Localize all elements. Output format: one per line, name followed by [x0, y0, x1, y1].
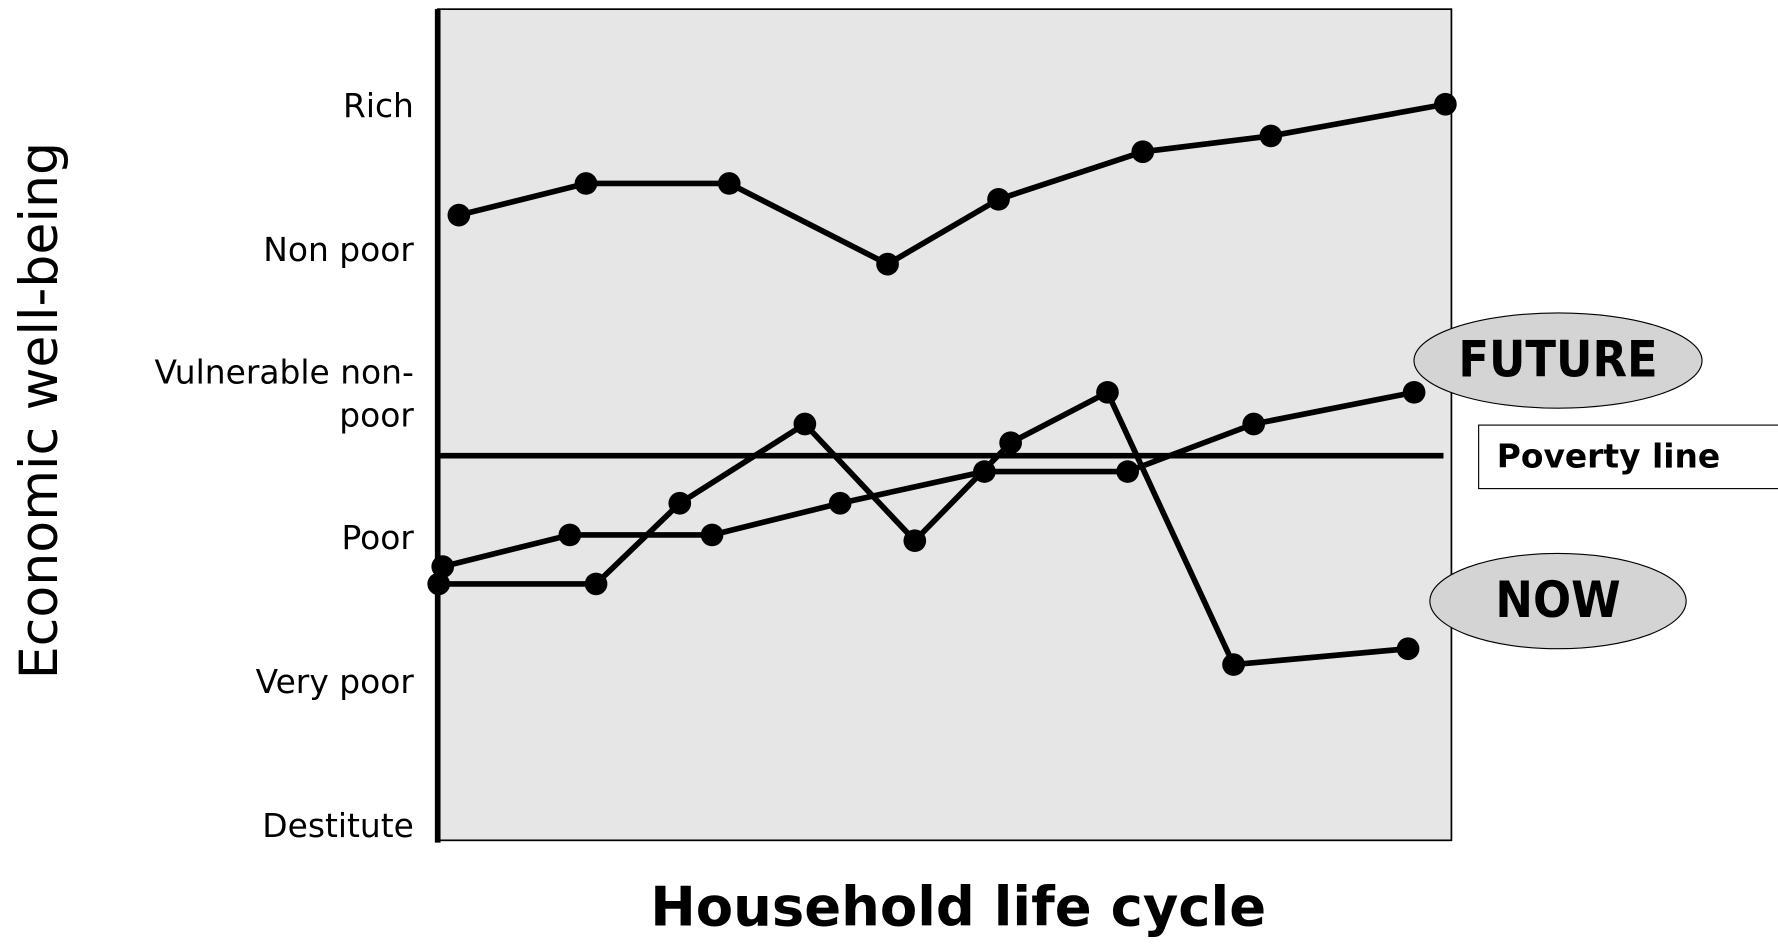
data-point: [558, 524, 581, 547]
y-tick-label: Vulnerable non-poor: [125, 351, 414, 437]
data-point: [1131, 140, 1154, 163]
data-point: [1242, 413, 1265, 436]
data-point: [999, 431, 1022, 454]
data-point: [903, 529, 926, 552]
data-point: [585, 573, 608, 596]
data-point: [448, 204, 471, 227]
data-point: [1403, 381, 1426, 404]
y-tick: Non poor: [102, 182, 414, 318]
data-point: [987, 188, 1010, 211]
data-point: [829, 492, 852, 515]
y-tick: Rich: [102, 38, 414, 174]
y-tick: Vulnerable non-poor: [102, 326, 414, 462]
y-tick-label: Rich: [125, 84, 414, 127]
series-name: NOW: [1495, 571, 1620, 629]
data-point: [1434, 93, 1457, 116]
data-point: [575, 172, 598, 195]
data-point: [1260, 125, 1283, 148]
y-tick: Very poor: [102, 614, 414, 750]
y-axis-title: Economic well-being: [10, 142, 70, 679]
y-tick: Destitute: [102, 758, 414, 894]
series-name: FUTURE: [1458, 330, 1657, 388]
plot-area: [438, 9, 1452, 840]
data-point: [1116, 460, 1139, 483]
data-point: [1222, 653, 1245, 676]
data-point: [668, 492, 691, 515]
y-tick: Poor: [102, 470, 414, 606]
poverty-label: Poverty line: [1497, 436, 1720, 475]
x-axis-title: Household life cycle: [650, 875, 1266, 939]
data-point: [794, 413, 817, 436]
data-point: [1397, 637, 1420, 660]
data-point: [718, 172, 741, 195]
data-point: [876, 253, 899, 276]
data-point: [1096, 381, 1119, 404]
y-tick-label: Non poor: [125, 228, 414, 271]
y-tick-label: Very poor: [125, 660, 414, 703]
data-point: [427, 573, 450, 596]
data-point: [701, 524, 724, 547]
chart: Household life cycle Economic well-being…: [0, 0, 1778, 947]
y-tick-label: Destitute: [125, 804, 414, 847]
y-tick-label: Poor: [125, 516, 414, 559]
